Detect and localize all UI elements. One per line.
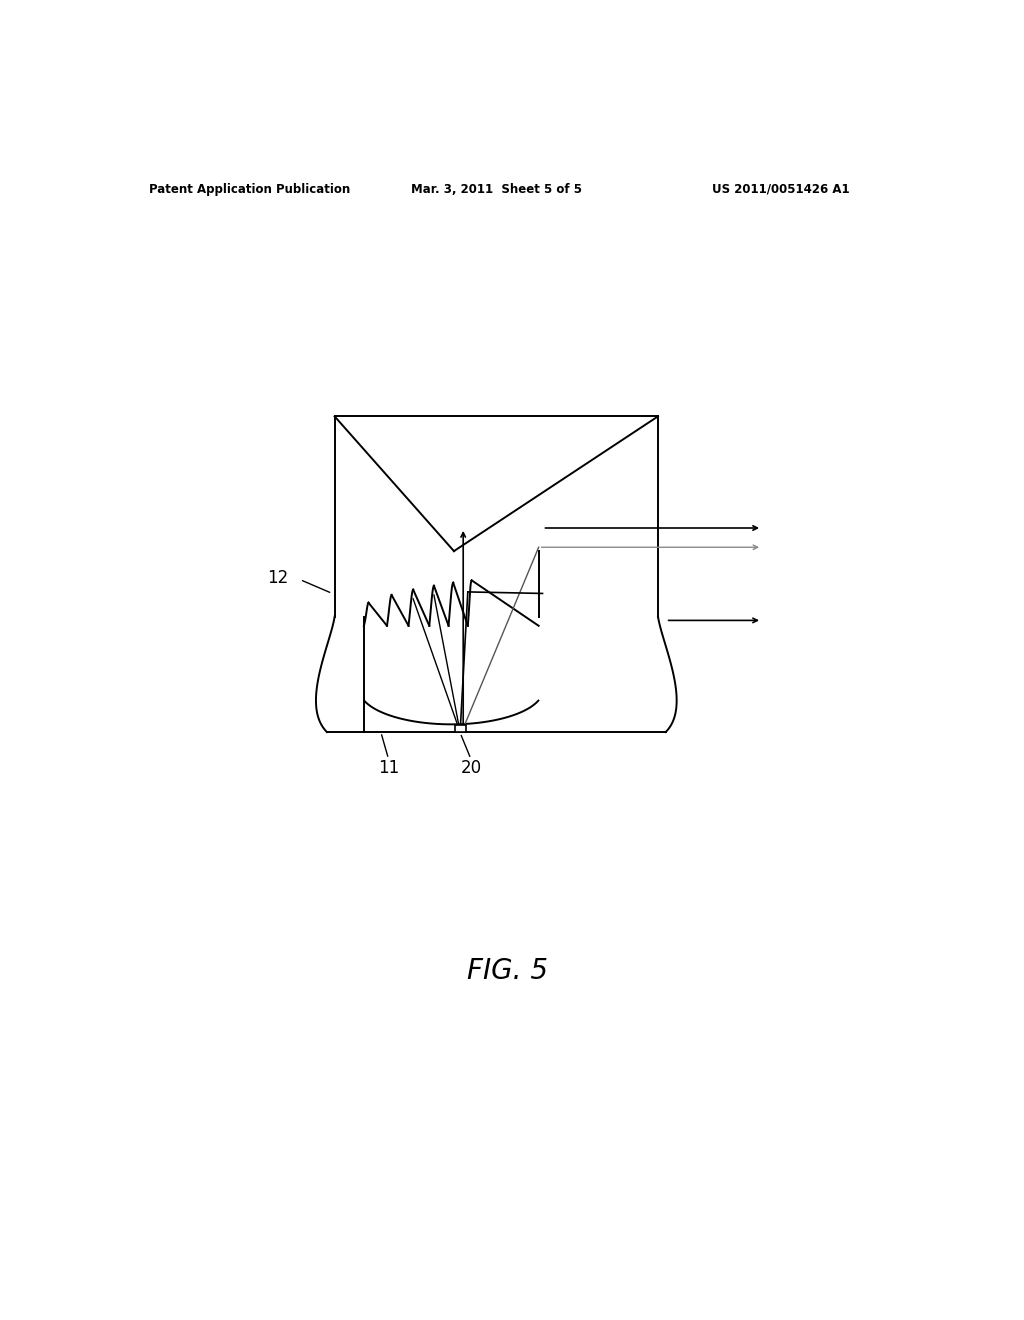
Text: Patent Application Publication: Patent Application Publication (150, 182, 350, 195)
Text: US 2011/0051426 A1: US 2011/0051426 A1 (713, 182, 850, 195)
Text: FIG. 5: FIG. 5 (467, 957, 549, 985)
Bar (455, 725, 466, 733)
Text: 11: 11 (378, 759, 399, 777)
Text: 12: 12 (267, 569, 289, 587)
Text: Mar. 3, 2011  Sheet 5 of 5: Mar. 3, 2011 Sheet 5 of 5 (411, 182, 582, 195)
Text: 20: 20 (461, 759, 481, 777)
